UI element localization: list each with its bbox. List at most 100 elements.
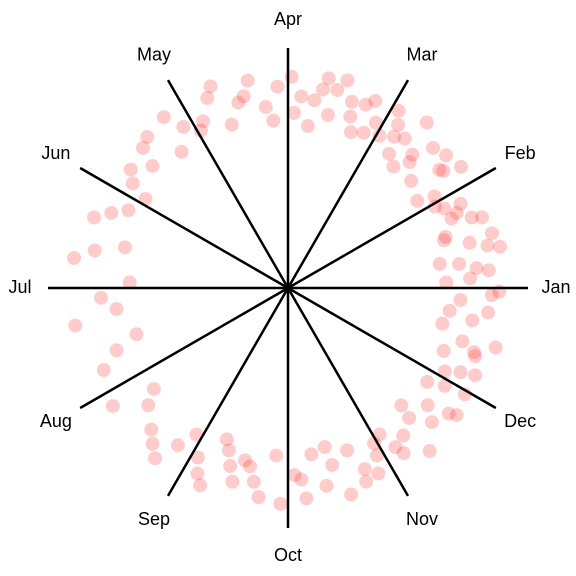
point <box>465 313 480 328</box>
point <box>307 93 322 108</box>
point <box>453 196 468 211</box>
point <box>273 496 288 511</box>
point <box>68 318 83 333</box>
point <box>480 238 495 253</box>
point <box>344 487 359 502</box>
point <box>439 148 454 163</box>
point <box>122 275 137 290</box>
point <box>435 316 450 331</box>
point <box>224 117 239 132</box>
point <box>258 99 273 114</box>
point <box>469 261 484 276</box>
point <box>474 210 489 225</box>
point <box>396 446 411 461</box>
point <box>485 226 500 241</box>
point <box>251 490 266 505</box>
point <box>317 440 332 455</box>
point <box>174 144 189 159</box>
month-label: Jan <box>541 277 570 297</box>
spoke <box>79 166 289 290</box>
point <box>321 71 336 86</box>
point <box>203 79 218 94</box>
month-label: Sep <box>138 509 170 529</box>
point <box>96 362 111 377</box>
point <box>391 117 406 132</box>
point <box>299 491 314 506</box>
point <box>405 147 420 162</box>
point <box>452 256 467 271</box>
point <box>87 243 102 258</box>
month-label: Dec <box>504 411 536 431</box>
point <box>294 89 309 104</box>
point <box>356 125 371 140</box>
spoke <box>287 166 497 290</box>
point <box>319 478 334 493</box>
point <box>370 448 385 463</box>
point <box>438 229 453 244</box>
point <box>368 115 383 130</box>
month-label: Apr <box>274 9 302 29</box>
point <box>441 406 456 421</box>
point <box>391 103 406 118</box>
point <box>453 365 468 380</box>
point <box>386 159 401 174</box>
month-label: Jul <box>8 277 31 297</box>
point <box>144 422 159 437</box>
point <box>104 205 119 220</box>
point <box>488 340 503 355</box>
point <box>121 203 136 218</box>
point <box>94 290 109 305</box>
point <box>388 440 403 455</box>
point <box>225 474 240 489</box>
point <box>145 158 160 173</box>
point <box>396 428 411 443</box>
point <box>223 459 238 474</box>
spoke <box>166 79 290 289</box>
point <box>449 205 464 220</box>
point <box>343 109 358 124</box>
point <box>455 334 470 349</box>
point <box>359 474 374 489</box>
point <box>193 478 208 493</box>
point <box>190 450 205 465</box>
point <box>462 235 477 250</box>
point <box>219 432 234 447</box>
point <box>287 468 302 483</box>
point <box>468 368 483 383</box>
point <box>442 303 457 318</box>
point <box>176 119 191 134</box>
point <box>437 201 452 216</box>
spoke <box>286 79 410 289</box>
point <box>444 211 459 226</box>
point <box>148 451 163 466</box>
point <box>243 459 258 474</box>
point <box>200 91 215 106</box>
point <box>410 193 425 208</box>
point <box>125 176 140 191</box>
point <box>481 305 496 320</box>
point <box>270 79 285 94</box>
point <box>463 271 478 286</box>
point <box>266 113 281 128</box>
point <box>464 210 479 225</box>
month-label: Nov <box>406 509 438 529</box>
point <box>320 107 335 122</box>
point <box>367 436 382 451</box>
point <box>432 256 447 271</box>
point <box>427 199 442 214</box>
point <box>325 457 340 472</box>
point <box>146 382 161 397</box>
point <box>372 128 387 143</box>
month-label: Mar <box>407 45 438 65</box>
point <box>436 343 451 358</box>
point <box>304 447 319 462</box>
point <box>67 250 82 265</box>
point <box>424 415 439 430</box>
point <box>236 89 251 104</box>
point <box>420 398 435 413</box>
point <box>453 293 468 308</box>
point <box>340 73 355 88</box>
point <box>135 140 150 155</box>
point <box>484 288 499 303</box>
